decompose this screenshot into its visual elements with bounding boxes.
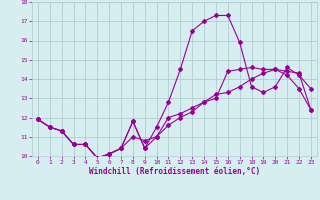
X-axis label: Windchill (Refroidissement éolien,°C): Windchill (Refroidissement éolien,°C) bbox=[89, 167, 260, 176]
